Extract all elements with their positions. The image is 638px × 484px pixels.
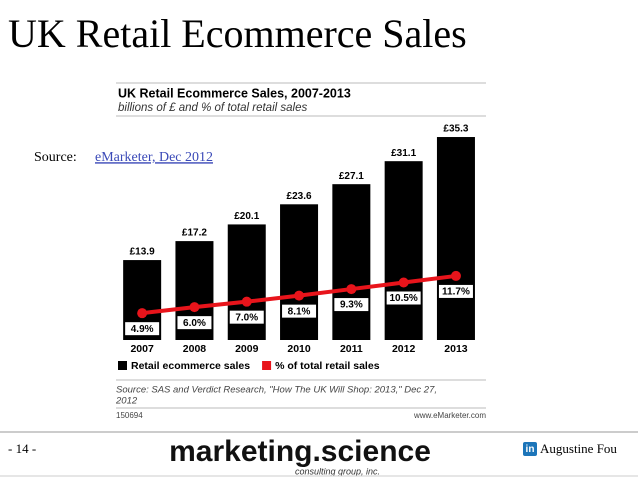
bar — [332, 184, 371, 340]
point-label-bg — [282, 304, 317, 318]
bar — [436, 137, 475, 340]
bar — [280, 204, 319, 340]
chart-id: 150694 — [116, 411, 143, 420]
point-value-label: 4.9% — [131, 324, 154, 335]
x-tick-label: 2009 — [235, 343, 259, 355]
point-value-label: 9.3% — [340, 300, 363, 311]
chart-source: Source: SAS and Verdict Research, "How T… — [116, 385, 437, 396]
chart-source-year: 2012 — [115, 396, 138, 407]
point-value-label: 10.5% — [389, 293, 417, 304]
brand: marketing.science — [169, 435, 431, 468]
bar-value-label: £23.6 — [287, 191, 312, 202]
linkedin-glyph: in — [526, 444, 535, 455]
line-point — [450, 270, 461, 281]
point-label-bg — [334, 298, 369, 312]
linkedin-icon — [523, 442, 537, 456]
brand-sub: consulting group, inc. — [295, 466, 380, 476]
bar-value-label: £27.1 — [339, 171, 364, 182]
slide-title: UK Retail Ecommerce Sales — [8, 11, 467, 56]
source-label: Source: — [34, 150, 77, 165]
bar-value-label: £13.9 — [130, 247, 155, 258]
point-value-label: 11.7% — [442, 287, 470, 298]
bar-value-label: £35.3 — [443, 124, 468, 135]
point-label-bg — [125, 322, 160, 336]
x-tick-label: 2008 — [183, 343, 207, 355]
point-value-label: 8.1% — [288, 306, 311, 317]
bar — [384, 161, 423, 340]
source-link[interactable]: eMarketer, Dec 2012 — [95, 150, 213, 165]
page-number: - 14 - — [8, 441, 36, 456]
point-value-label: 7.0% — [235, 312, 258, 323]
x-tick-label: 2007 — [130, 343, 154, 355]
point-label-bg — [177, 316, 212, 330]
line-point — [189, 302, 200, 313]
point-label-bg — [229, 310, 264, 324]
x-tick-label: 2012 — [392, 343, 416, 355]
legend-label: % of total retail sales — [275, 360, 380, 372]
source-box — [28, 146, 260, 170]
author: Augustine Fou — [540, 441, 617, 456]
legend-swatch — [118, 361, 127, 370]
chart-site: www.eMarketer.com — [413, 411, 486, 420]
bar-value-label: £31.1 — [391, 148, 416, 159]
bar-value-label: £17.2 — [182, 228, 207, 239]
line-point — [398, 277, 409, 288]
chart-title: UK Retail Ecommerce Sales, 2007-2013 — [118, 86, 351, 100]
line-point — [241, 296, 252, 307]
x-tick-label: 2010 — [287, 343, 311, 355]
point-value-label: 6.0% — [183, 318, 206, 329]
x-tick-label: 2011 — [340, 343, 363, 355]
line-point — [137, 308, 148, 319]
legend-label: Retail ecommerce sales — [131, 360, 250, 372]
point-label-bg — [438, 284, 473, 298]
bar-value-label: £20.1 — [234, 211, 259, 222]
chart-subtitle: billions of £ and % of total retail sale… — [118, 102, 307, 114]
legend-swatch — [262, 361, 272, 370]
line-point — [294, 290, 305, 301]
point-label-bg — [386, 291, 421, 305]
x-tick-label: 2013 — [444, 343, 468, 355]
line-point — [346, 284, 357, 295]
